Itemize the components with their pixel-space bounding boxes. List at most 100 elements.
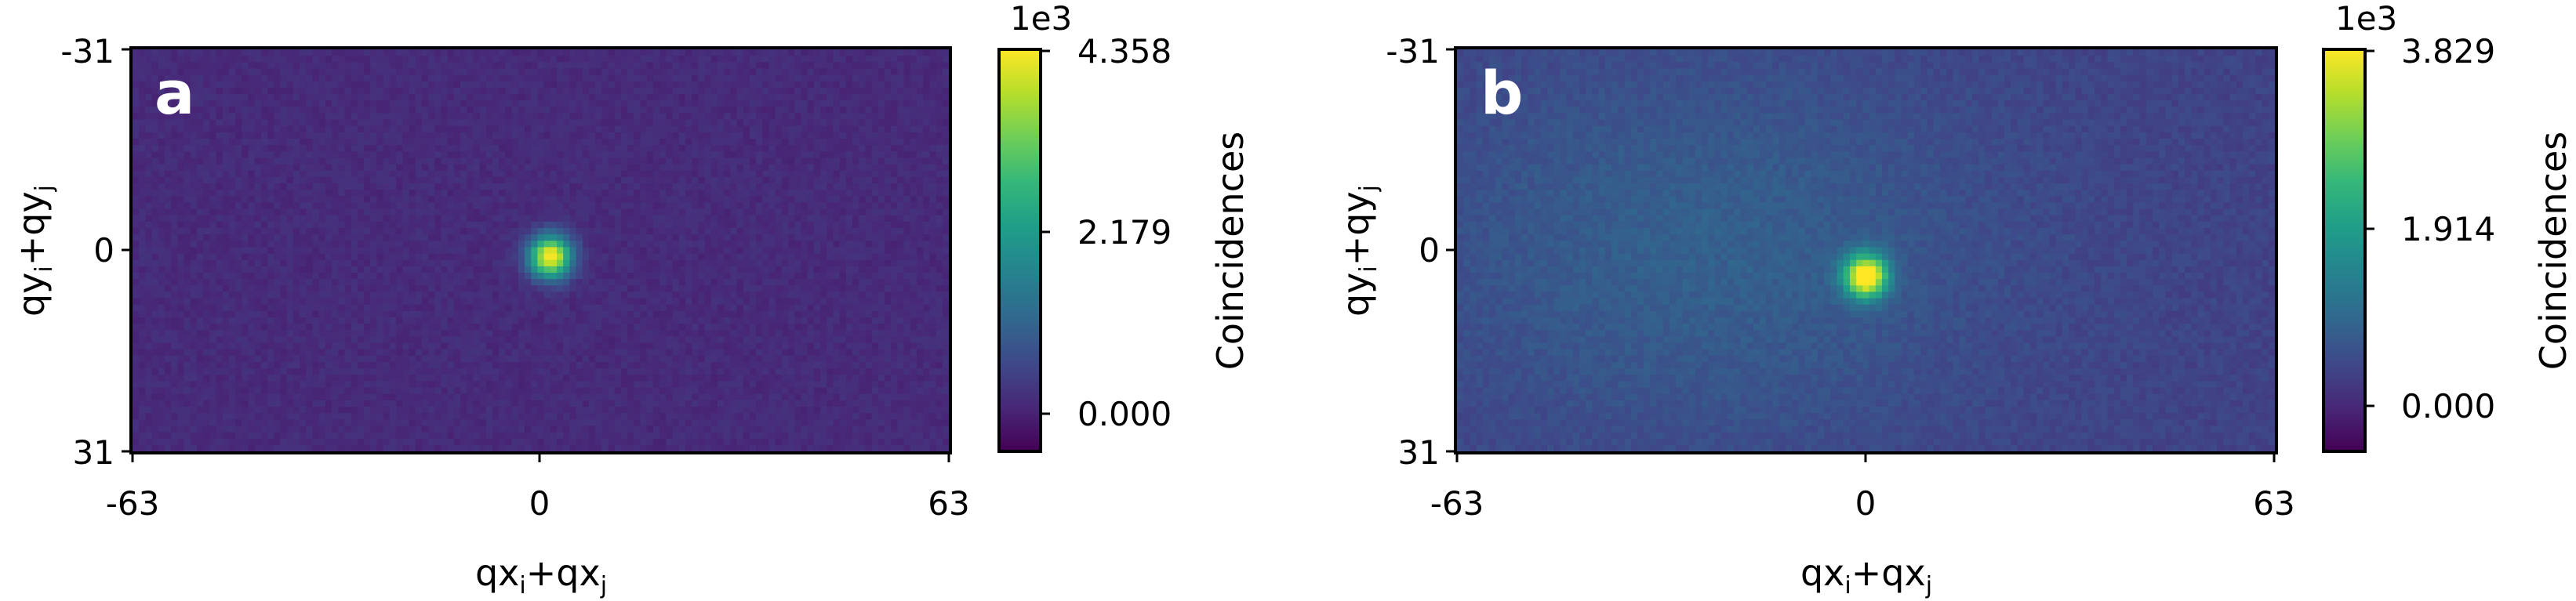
heatmap-cell (434, 151, 442, 159)
heatmap-cell (364, 196, 371, 204)
heatmap-cell (383, 100, 391, 107)
heatmap-cell (292, 259, 300, 267)
heatmap-cell (467, 208, 474, 216)
heatmap-cell (292, 298, 300, 306)
heatmap-cell (300, 62, 307, 70)
heatmap-cell (569, 176, 577, 184)
heatmap-cell (885, 125, 892, 133)
heatmap-cell (859, 170, 867, 178)
heatmap-cell (543, 107, 551, 114)
heatmap-cell (903, 215, 911, 223)
heatmap-cell (158, 94, 165, 101)
heatmap-cell (242, 145, 249, 152)
heatmap-cell (871, 68, 879, 76)
heatmap-cell (692, 208, 699, 216)
heatmap-cell (434, 202, 442, 210)
heatmap-cell (877, 202, 885, 210)
heatmap-cell (820, 253, 827, 261)
heatmap-cell (704, 241, 712, 248)
heatmap-cell (672, 151, 680, 159)
heatmap-cell (788, 125, 795, 133)
heatmap-cell (376, 183, 384, 190)
heatmap-cell (877, 139, 885, 146)
heatmap-cell (428, 74, 435, 82)
heatmap-cell (666, 190, 674, 197)
heatmap-cell (833, 119, 841, 127)
heatmap-cell (576, 183, 583, 190)
heatmap-cell (248, 132, 256, 139)
heatmap-cell (620, 176, 628, 184)
heatmap-cell (601, 247, 609, 255)
heatmap-cell (209, 208, 217, 216)
heatmap-cell (344, 228, 352, 235)
heatmap-cell (833, 56, 841, 63)
heatmap-cell (209, 285, 217, 293)
heatmap-cell (569, 49, 577, 56)
heatmap-cell (762, 56, 770, 63)
heatmap-cell (499, 170, 507, 178)
heatmap-cell (242, 253, 249, 261)
heatmap-cell (338, 132, 346, 139)
heatmap-cell (531, 62, 538, 70)
heatmap-cell (351, 190, 358, 197)
heatmap-cell (646, 266, 654, 273)
heatmap-cell (917, 62, 924, 70)
heatmap-cell (897, 151, 905, 159)
heatmap-cell (859, 259, 867, 267)
heatmap-cell (421, 107, 429, 114)
heatmap-cell (601, 81, 609, 89)
heatmap-cell (151, 196, 159, 204)
heatmap-cell (389, 285, 397, 293)
heatmap-cell (505, 247, 513, 255)
heatmap-cell (389, 190, 397, 197)
heatmap-cell (595, 273, 602, 280)
heatmap-cell (608, 157, 616, 165)
heatmap-cell (511, 208, 519, 216)
heatmap-cell (274, 56, 282, 63)
heatmap-cell (171, 215, 178, 223)
heatmap-cell (447, 81, 455, 89)
heatmap-cell (434, 119, 442, 127)
heatmap-cell (133, 273, 140, 280)
heatmap-cell (917, 196, 924, 204)
heatmap-cell (300, 119, 307, 127)
heatmap-cell (659, 164, 667, 172)
heatmap-cell (376, 94, 384, 101)
heatmap-cell (903, 74, 911, 82)
heatmap-cell (852, 125, 859, 133)
heatmap-cell (820, 107, 827, 114)
heatmap-cell (183, 291, 191, 299)
heatmap-cell (537, 190, 545, 197)
heatmap-cell (885, 285, 892, 293)
heatmap-cell (885, 119, 892, 127)
heatmap-cell (775, 259, 783, 267)
heatmap-cell (428, 176, 435, 184)
heatmap-cell (891, 202, 899, 210)
heatmap-cell (813, 190, 821, 197)
heatmap-cell (627, 87, 634, 95)
heatmap-cell (300, 87, 307, 95)
heatmap-cell (453, 273, 461, 280)
heatmap-cell (441, 259, 449, 267)
heatmap-cell (274, 208, 282, 216)
heatmap-cell (531, 107, 538, 114)
heatmap-cell (845, 247, 853, 255)
heatmap-cell (518, 285, 525, 293)
heatmap-cell (364, 215, 371, 223)
heatmap-cell (871, 253, 879, 261)
heatmap-cell (640, 190, 648, 197)
heatmap-cell (389, 196, 397, 204)
heatmap-cell (614, 87, 622, 95)
heatmap-cell (357, 202, 365, 210)
heatmap-cell (473, 291, 481, 299)
heatmap-cell (556, 119, 564, 127)
heatmap-cell (216, 170, 223, 178)
heatmap-cell (768, 100, 776, 107)
heatmap-cell (698, 164, 706, 172)
heatmap-cell (505, 285, 513, 293)
heatmap-cell (473, 62, 481, 70)
heatmap-cell (576, 74, 583, 82)
heatmap-cell (300, 259, 307, 267)
heatmap-cell (344, 125, 352, 133)
heatmap-cell (576, 94, 583, 101)
